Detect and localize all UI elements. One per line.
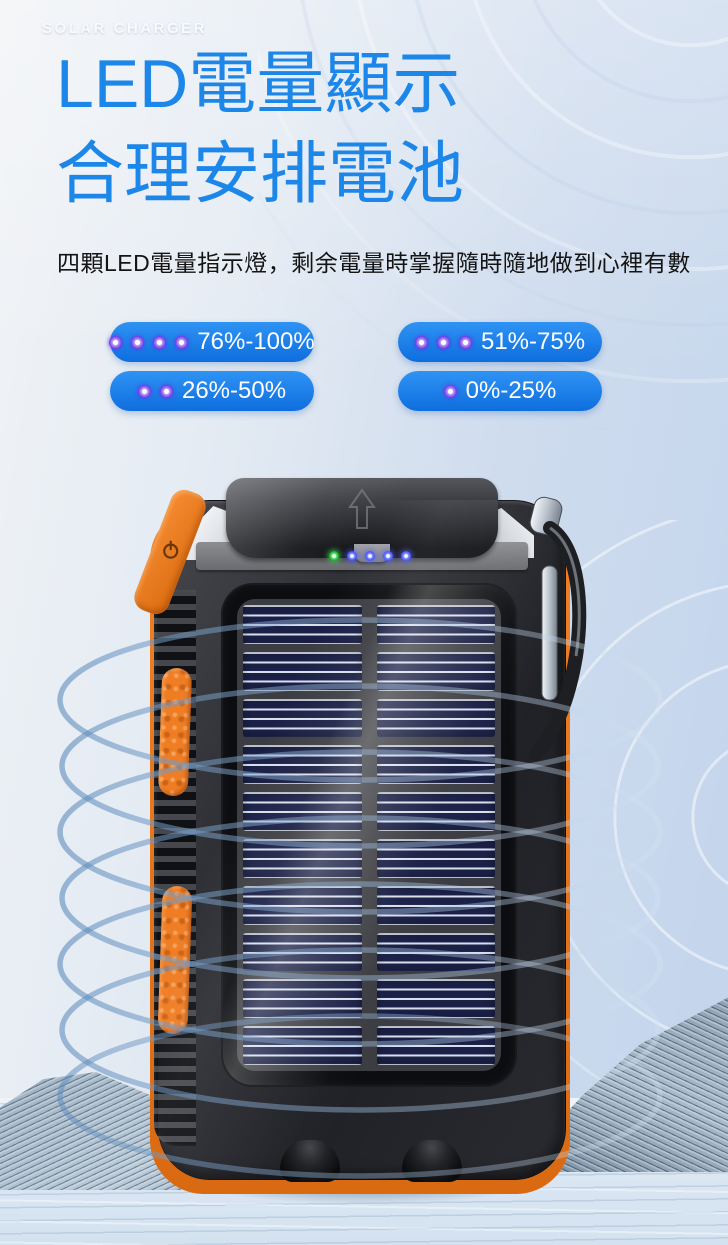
solar-power-bank [130, 478, 587, 1194]
led-dot-icon [137, 384, 151, 398]
led-dots-group [414, 335, 472, 349]
led-dots-group [137, 384, 173, 398]
led-dots-group [443, 384, 457, 398]
description-text: 四顆LED電量指示燈，剩余電量時掌握隨時隨地做到心裡有數 [57, 250, 691, 276]
led-dot-icon [175, 335, 189, 349]
led-blue-icon [365, 551, 375, 561]
panel-gloss [223, 585, 515, 1085]
led-dot-icon [414, 335, 428, 349]
rubber-grip [157, 885, 193, 1035]
charge-indicator-leds [329, 551, 411, 561]
battery-level-badge-76-100: 76%-100% [109, 322, 315, 362]
led-blue-icon [401, 551, 411, 561]
battery-range-label: 51%-75% [480, 328, 586, 355]
led-blue-icon [383, 551, 393, 561]
battery-level-badge-26-50: 26%-50% [110, 371, 314, 411]
battery-range-label: 26%-50% [181, 377, 287, 404]
battery-level-badge-51-75: 51%-75% [398, 322, 602, 362]
battery-range-label: 0%-25% [465, 377, 557, 404]
power-button-housing [130, 485, 210, 619]
led-dot-icon [109, 335, 123, 349]
power-icon [163, 540, 179, 559]
led-dot-icon [159, 384, 173, 398]
carabiner-clip-icon [529, 496, 587, 761]
led-dot-icon [131, 335, 145, 349]
led-green-icon [329, 551, 339, 561]
led-dot-icon [443, 384, 457, 398]
rubber-grip [157, 667, 193, 797]
headline-line2: 合理安排電池 [56, 136, 465, 212]
headline-line1: LED電量顯示 [56, 46, 461, 122]
solar-panel [223, 585, 515, 1085]
led-blue-icon [347, 551, 357, 561]
arrow-up-icon [348, 488, 376, 529]
led-dot-icon [436, 335, 450, 349]
led-dots-group [109, 335, 189, 349]
battery-range-label: 76%-100% [197, 328, 315, 355]
led-dot-icon [153, 335, 167, 349]
brand-eyebrow: SOLAR CHARGER [42, 20, 208, 37]
battery-level-badge-0-25: 0%-25% [398, 371, 602, 411]
led-dot-icon [458, 335, 472, 349]
